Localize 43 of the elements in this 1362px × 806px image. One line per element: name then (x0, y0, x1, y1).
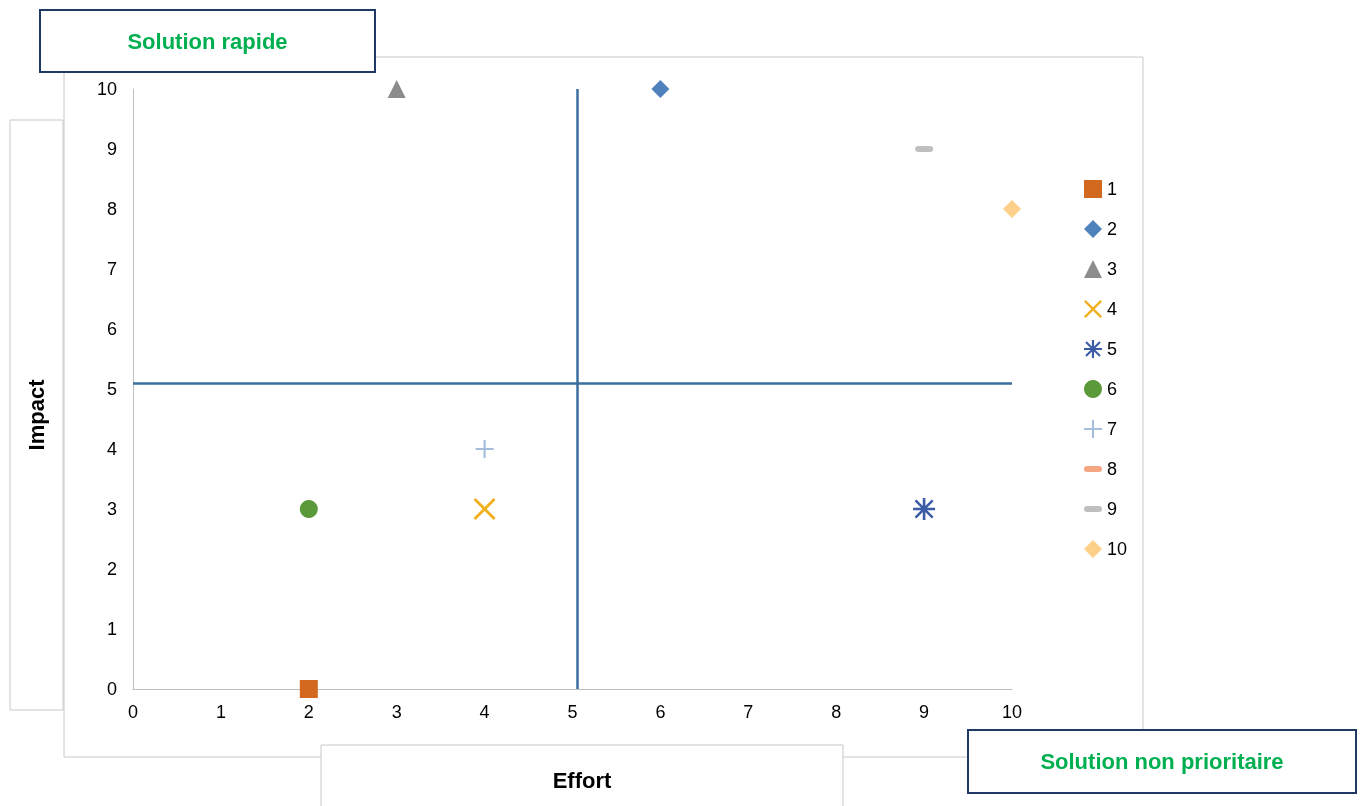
point (473, 498, 496, 520)
legend-label: 3 (1106, 259, 1117, 279)
point (387, 80, 406, 98)
legend-label: 9 (1106, 499, 1117, 519)
x-tick-label: 4 (479, 702, 490, 722)
x-tick-label: 6 (655, 702, 666, 722)
legend-label: 10 (1106, 539, 1128, 559)
x-tick-label: 9 (919, 702, 930, 722)
point (475, 440, 494, 458)
y-tick-label: 6 (106, 319, 117, 339)
x-tick-label: 0 (127, 702, 139, 722)
legend-label: 5 (1106, 339, 1117, 359)
point (651, 80, 670, 98)
x-tick-label: 1 (215, 702, 226, 722)
legend-label: 8 (1106, 459, 1117, 479)
x-tick-label: 8 (831, 702, 842, 722)
legend-label: 6 (1106, 379, 1117, 399)
y-axis-title: Impact (24, 378, 49, 451)
y-tick-label: 2 (106, 559, 117, 579)
y-tick-label: 8 (106, 199, 117, 219)
x-tick-label: 5 (567, 702, 578, 722)
text: Solution rapide (127, 28, 288, 54)
y-tick-label: 4 (106, 439, 117, 459)
y-tick-label: 9 (106, 139, 117, 159)
y-tick-label: 7 (106, 259, 117, 279)
y-tick-label: 10 (96, 79, 117, 99)
y-tick-label: 1 (106, 619, 117, 639)
x-axis-title: Effort (552, 767, 612, 793)
y-tick-label: 5 (106, 379, 117, 399)
point (299, 500, 318, 518)
x-tick-label: 7 (743, 702, 754, 722)
legend-label: 1 (1106, 179, 1117, 199)
y-tick-label: 3 (106, 499, 117, 519)
legend-label: 2 (1106, 219, 1117, 239)
point (299, 680, 318, 698)
x-tick-label: 2 (303, 702, 314, 722)
legend-label: 7 (1106, 419, 1117, 439)
legend-label: 4 (1106, 299, 1117, 319)
point (1003, 200, 1021, 218)
x-tick-label: 3 (391, 702, 402, 722)
y-tick-label: 0 (106, 679, 117, 699)
text: Solution non prioritaire (1040, 749, 1284, 774)
x-tick-label: 10 (1001, 702, 1023, 722)
